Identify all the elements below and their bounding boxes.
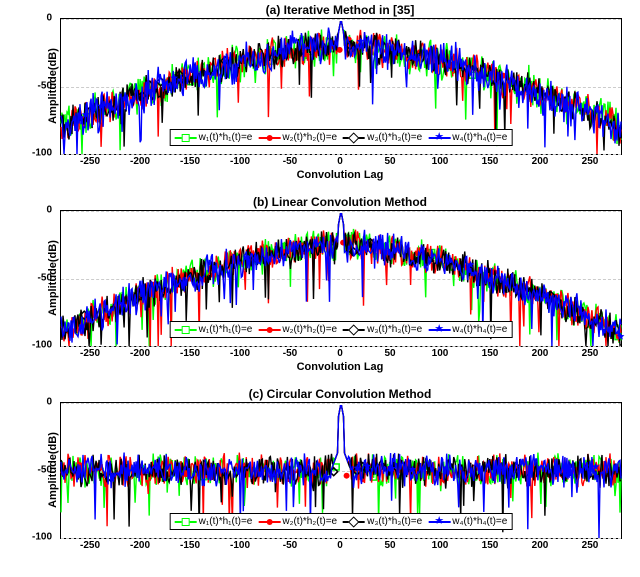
ylabel: Amplitude(dB): [47, 48, 59, 124]
xtick: -250: [80, 348, 100, 359]
xtick: -150: [180, 156, 200, 167]
xtick: -50: [283, 156, 297, 167]
legend-item-s3: w₃(t)*h₃(t)=e: [343, 132, 422, 143]
ytick: -100: [32, 532, 52, 543]
legend-label: w₄(t)*h₄(t)=e: [452, 324, 507, 335]
xlabel: Convolution Lag: [60, 169, 620, 181]
panel-b: (b) Linear Convolution Methodw₁(t)*h₁(t)…: [60, 210, 620, 345]
xlabel: Convolution Lag: [60, 361, 620, 373]
xtick: 100: [432, 540, 449, 551]
panel-a: (a) Iterative Method in [35]w₁(t)*h₁(t)=…: [60, 18, 620, 153]
panel-c: (c) Circular Convolution Methodw₁(t)*h₁(…: [60, 402, 620, 537]
plot-area: w₁(t)*h₁(t)=e w₂(t)*h₂(t)=e w₃(t)*h₃(t)=e ★…: [60, 210, 622, 347]
legend-label: w₁(t)*h₁(t)=e: [199, 132, 253, 143]
grid-line: [61, 538, 621, 539]
legend-marker: [258, 517, 280, 527]
xtick: 200: [532, 156, 549, 167]
xtick: 0: [337, 156, 343, 167]
xtick: -200: [130, 156, 150, 167]
legend-item-s4: ★w₄(t)*h₄(t)=e: [428, 516, 507, 527]
xtick: -100: [230, 348, 250, 359]
ytick: 0: [46, 397, 52, 408]
legend-item-s4: ★w₄(t)*h₄(t)=e: [428, 324, 507, 335]
legend-item-s1: w₁(t)*h₁(t)=e: [175, 516, 253, 527]
legend-marker: [258, 325, 280, 335]
xtick: 150: [482, 540, 499, 551]
xtick: 0: [337, 540, 343, 551]
xtick: -250: [80, 540, 100, 551]
legend-marker: [175, 325, 197, 335]
xtick: 250: [582, 156, 599, 167]
legend-label: w₂(t)*h₂(t)=e: [282, 132, 337, 143]
legend: w₁(t)*h₁(t)=e w₂(t)*h₂(t)=e w₃(t)*h₃(t)=e ★…: [170, 513, 513, 530]
xtick: 100: [432, 348, 449, 359]
xtick: 0: [337, 348, 343, 359]
legend-item-s4: ★w₄(t)*h₄(t)=e: [428, 132, 507, 143]
legend-label: w₃(t)*h₃(t)=e: [367, 324, 422, 335]
xtick: -50: [283, 540, 297, 551]
xtick: -200: [130, 348, 150, 359]
legend-label: w₁(t)*h₁(t)=e: [199, 324, 253, 335]
xtick: -150: [180, 348, 200, 359]
legend-marker: [258, 133, 280, 143]
ylabel: Amplitude(dB): [47, 432, 59, 508]
legend-item-s1: w₁(t)*h₁(t)=e: [175, 324, 253, 335]
legend-label: w₃(t)*h₃(t)=e: [367, 516, 422, 527]
legend-marker: ★: [428, 325, 450, 335]
xtick: 200: [532, 348, 549, 359]
legend-item-s2: w₂(t)*h₂(t)=e: [258, 516, 337, 527]
panel-title: (c) Circular Convolution Method: [60, 387, 620, 401]
xtick: -250: [80, 156, 100, 167]
legend-marker: ★: [428, 517, 450, 527]
xtick: -50: [283, 348, 297, 359]
legend-label: w₄(t)*h₄(t)=e: [452, 132, 507, 143]
legend-marker: [343, 133, 365, 143]
xtick: 50: [384, 156, 395, 167]
legend: w₁(t)*h₁(t)=e w₂(t)*h₂(t)=e w₃(t)*h₃(t)=e ★…: [170, 321, 513, 338]
legend-item-s2: w₂(t)*h₂(t)=e: [258, 324, 337, 335]
xtick: 250: [582, 540, 599, 551]
legend-item-s2: w₂(t)*h₂(t)=e: [258, 132, 337, 143]
ytick: -100: [32, 148, 52, 159]
xtick: -100: [230, 156, 250, 167]
plot-area: w₁(t)*h₁(t)=e w₂(t)*h₂(t)=e w₃(t)*h₃(t)=e ★…: [60, 402, 622, 539]
grid-line: [61, 154, 621, 155]
legend-label: w₄(t)*h₄(t)=e: [452, 516, 507, 527]
legend-item-s3: w₃(t)*h₃(t)=e: [343, 516, 422, 527]
xtick: 150: [482, 348, 499, 359]
legend-item-s3: w₃(t)*h₃(t)=e: [343, 324, 422, 335]
grid-line: [61, 346, 621, 347]
xtick: 150: [482, 156, 499, 167]
legend-item-s1: w₁(t)*h₁(t)=e: [175, 132, 253, 143]
legend-marker: ★: [428, 133, 450, 143]
ytick: 0: [46, 13, 52, 24]
plot-area: w₁(t)*h₁(t)=e w₂(t)*h₂(t)=e w₃(t)*h₃(t)=e ★…: [60, 18, 622, 155]
panel-title: (b) Linear Convolution Method: [60, 195, 620, 209]
xtick: 250: [582, 348, 599, 359]
xtick: 200: [532, 540, 549, 551]
xtick: -150: [180, 540, 200, 551]
legend-label: w₂(t)*h₂(t)=e: [282, 324, 337, 335]
ytick: -100: [32, 340, 52, 351]
legend-label: w₂(t)*h₂(t)=e: [282, 516, 337, 527]
ylabel: Amplitude(dB): [47, 240, 59, 316]
legend-label: w₁(t)*h₁(t)=e: [199, 516, 253, 527]
xtick: 50: [384, 540, 395, 551]
ytick: 0: [46, 205, 52, 216]
xtick: -100: [230, 540, 250, 551]
legend-marker: [175, 517, 197, 527]
xtick: 50: [384, 348, 395, 359]
xtick: -200: [130, 540, 150, 551]
legend-marker: [175, 133, 197, 143]
legend-marker: [343, 325, 365, 335]
legend-marker: [343, 517, 365, 527]
legend-label: w₃(t)*h₃(t)=e: [367, 132, 422, 143]
xtick: 100: [432, 156, 449, 167]
panel-title: (a) Iterative Method in [35]: [60, 3, 620, 17]
legend: w₁(t)*h₁(t)=e w₂(t)*h₂(t)=e w₃(t)*h₃(t)=e ★…: [170, 129, 513, 146]
figure: (a) Iterative Method in [35] w₁(t)*h₁(t)=…: [0, 0, 640, 577]
